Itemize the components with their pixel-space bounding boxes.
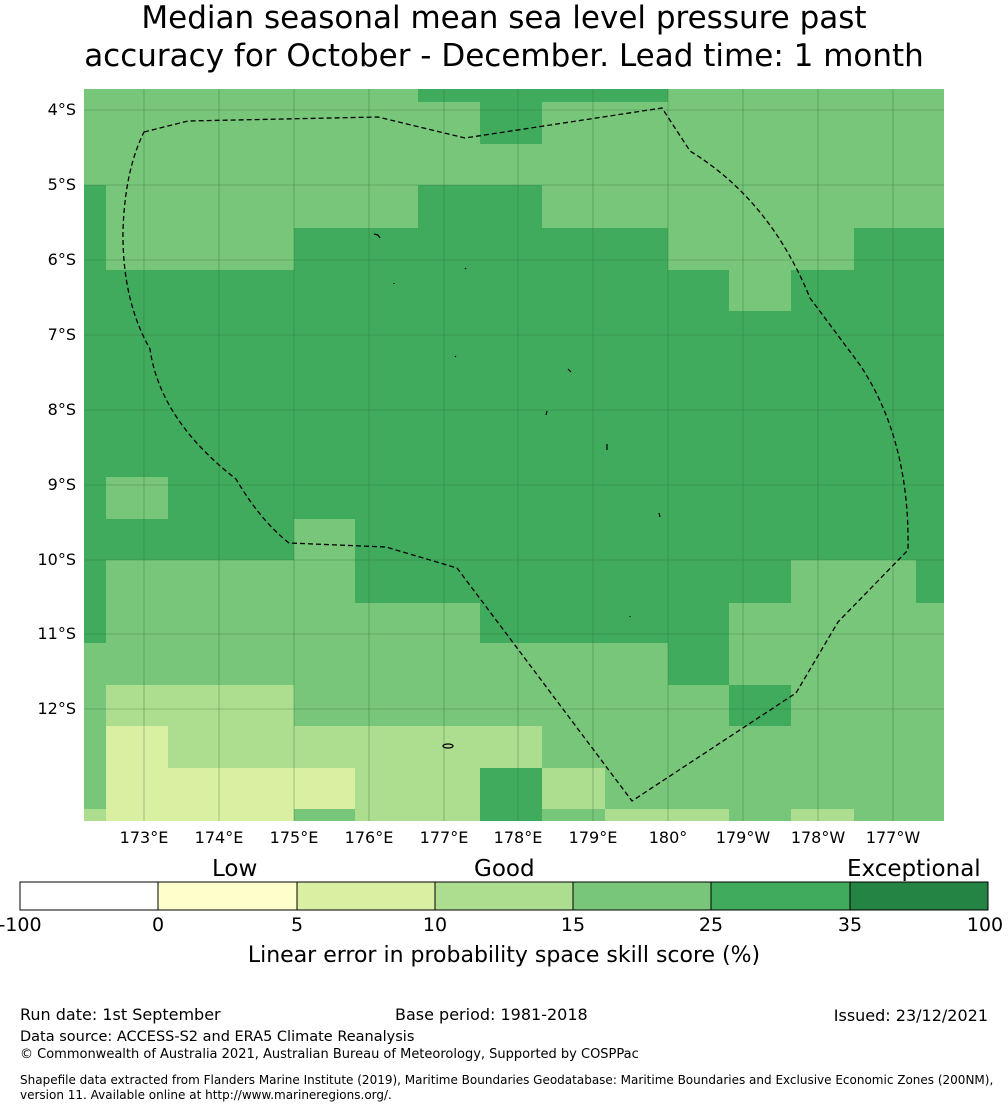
category-label-good: Good bbox=[474, 856, 535, 882]
colorbar-outline bbox=[19, 881, 989, 911]
lon-label: 179°E bbox=[568, 828, 618, 847]
lon-label: 173°E bbox=[119, 828, 169, 847]
island bbox=[567, 368, 572, 373]
island bbox=[464, 267, 467, 270]
island bbox=[454, 355, 457, 358]
lon-label: 180° bbox=[648, 828, 688, 847]
map-cell bbox=[791, 560, 916, 603]
map-cell bbox=[168, 726, 542, 768]
map-cell bbox=[106, 685, 294, 726]
shapefile-credit-line-2: version 11. Available online at http://w… bbox=[20, 1088, 392, 1102]
map-gridlines bbox=[84, 89, 944, 821]
lat-label: 12°S bbox=[37, 699, 76, 718]
eez-boundary bbox=[122, 107, 909, 802]
lat-label: 7°S bbox=[47, 325, 76, 344]
map-cell bbox=[84, 809, 106, 821]
colorbar-tick: 25 bbox=[698, 914, 724, 936]
colorbar-tick: 5 bbox=[290, 914, 304, 936]
lon-label: 179°W bbox=[715, 828, 771, 847]
map-cell bbox=[791, 809, 854, 821]
map-cell bbox=[84, 603, 480, 643]
colorbar-tick: 10 bbox=[422, 914, 448, 936]
colorbar-tick: -100 bbox=[0, 914, 42, 936]
lon-label: 177°E bbox=[419, 828, 469, 847]
issued-date: Issued: 23/12/2021 bbox=[833, 1006, 988, 1025]
colorbar-segment bbox=[573, 882, 711, 910]
island bbox=[658, 512, 661, 518]
map-cell bbox=[668, 89, 944, 102]
island bbox=[545, 410, 548, 416]
map-title-line-1: Median seasonal mean sea level pressure … bbox=[141, 0, 867, 36]
map-cell bbox=[480, 144, 542, 185]
lat-label: 8°S bbox=[47, 400, 76, 419]
map-cell bbox=[106, 560, 355, 603]
colorbar-segment bbox=[435, 882, 573, 910]
map-cell bbox=[480, 768, 542, 821]
data-source: Data source: ACCESS-S2 and ERA5 Climate … bbox=[20, 1029, 415, 1045]
colorbar-tick: 35 bbox=[837, 914, 863, 936]
lat-label: 6°S bbox=[47, 250, 76, 269]
lon-label: 174°E bbox=[194, 828, 244, 847]
base-period: Base period: 1981-2018 bbox=[395, 1005, 588, 1024]
lat-label: 9°S bbox=[47, 475, 76, 494]
colorbar-tick: 100 bbox=[966, 914, 1004, 936]
colorbar-segment bbox=[850, 882, 988, 910]
lon-label: 177°W bbox=[865, 828, 921, 847]
colorbar-tick: 15 bbox=[560, 914, 586, 936]
run-date: Run date: 1st September bbox=[20, 1005, 221, 1024]
map-cell bbox=[418, 102, 480, 185]
map-cell bbox=[729, 603, 944, 643]
map-cell bbox=[84, 89, 418, 185]
map-title-line-2: accuracy for October - December. Lead ti… bbox=[84, 38, 924, 74]
category-label-exceptional: Exceptional bbox=[847, 856, 981, 882]
map-cell bbox=[106, 185, 418, 228]
lat-label: 11°S bbox=[37, 624, 76, 643]
colorbar-segment bbox=[297, 882, 435, 910]
map-cell bbox=[668, 643, 729, 685]
colorbar bbox=[19, 881, 989, 911]
copyright: © Commonwealth of Australia 2021, Austra… bbox=[20, 1047, 639, 1062]
islands bbox=[373, 233, 661, 749]
lon-label: 176°E bbox=[344, 828, 394, 847]
lat-label: 5°S bbox=[47, 175, 76, 194]
island bbox=[442, 743, 454, 749]
map-cell bbox=[729, 270, 791, 311]
colorbar-segment bbox=[711, 882, 850, 910]
map-cell bbox=[84, 603, 106, 643]
map-cell bbox=[168, 768, 355, 809]
colorbar-tick: 0 bbox=[151, 914, 165, 936]
colorbar-title: Linear error in probability space skill … bbox=[247, 943, 761, 968]
map-cell bbox=[605, 809, 729, 821]
shapefile-credit-line-1: Shapefile data extracted from Flanders M… bbox=[20, 1073, 994, 1087]
lon-label: 175°E bbox=[269, 828, 319, 847]
map-cell bbox=[106, 477, 168, 519]
colorbar-segment bbox=[158, 882, 297, 910]
lon-label: 178°E bbox=[493, 828, 543, 847]
map-cell bbox=[106, 228, 294, 270]
map-cell bbox=[294, 519, 355, 560]
lat-label: 10°S bbox=[37, 550, 76, 569]
island bbox=[373, 233, 381, 239]
map-cell bbox=[729, 685, 791, 726]
lon-label: 178°W bbox=[790, 828, 846, 847]
lat-label: 4°S bbox=[47, 100, 76, 119]
map-cell bbox=[355, 768, 480, 821]
colorbar-segment bbox=[20, 882, 158, 910]
map-cell bbox=[106, 726, 168, 821]
category-label-low: Low bbox=[212, 856, 258, 882]
map-cell bbox=[168, 809, 294, 821]
map-cell bbox=[542, 768, 605, 809]
map-cell bbox=[668, 228, 854, 270]
